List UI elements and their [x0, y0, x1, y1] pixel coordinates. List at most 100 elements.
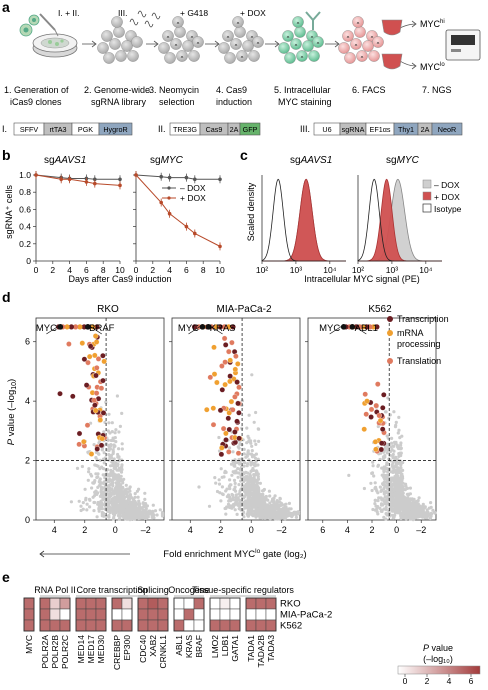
d-bg-point: [117, 483, 121, 487]
d-bg-point: [401, 481, 405, 485]
d-bg-point: [86, 478, 90, 482]
e-row-label: K562: [280, 621, 302, 632]
d-volcano-1: MIA-PaCa-2 MYC KRAS 4 2 0 –2: [169, 304, 301, 535]
d-bg-point: [108, 431, 112, 435]
e-heatmap-cell: [229, 608, 241, 621]
d-bg-point: [285, 514, 290, 518]
step-label: 5. Intracellular: [274, 85, 331, 95]
d-bg-point: [278, 497, 282, 501]
d-bg-point: [107, 480, 111, 484]
d-bg-point: [137, 499, 141, 503]
d-bg-point: [219, 467, 223, 471]
d-bg-point: [108, 447, 112, 451]
d-bg-point: [239, 465, 244, 470]
d-hit-point: [98, 385, 105, 391]
c-title-right: sgMYC: [386, 155, 420, 166]
b-point: [193, 231, 197, 236]
b-point: [218, 177, 222, 182]
b-plot-right: 0 2 4 6 8 10: [133, 171, 225, 275]
d-bg-point: [93, 500, 97, 505]
d-bg-point: [397, 493, 401, 497]
d-bg-point: [120, 411, 124, 415]
e-heatmap-cell: [245, 608, 257, 621]
d-bg-point: [235, 500, 239, 504]
d-hit-point: [81, 356, 88, 362]
e-heatmap-cell: [255, 619, 267, 632]
e-heatmap-cell: [121, 619, 133, 632]
d-bg-point: [118, 424, 122, 428]
d-bg-point: [391, 456, 395, 460]
d-bg-point: [410, 516, 414, 520]
d-bg-point: [160, 510, 165, 515]
d-bg-point: [399, 443, 403, 447]
d-bg-point: [389, 483, 393, 487]
d-hit-point: [84, 422, 91, 428]
d-hit-point: [378, 440, 385, 446]
d-bg-point: [100, 512, 104, 516]
d-ytick: 0: [25, 515, 30, 525]
construct-part-label: EF1αs: [370, 125, 391, 134]
d-hit-point: [88, 451, 95, 457]
d-bg-point: [397, 503, 401, 507]
e-col-label: CDC40: [138, 635, 148, 663]
construct-part-label: TRE3G: [173, 125, 197, 134]
cell: [308, 50, 320, 62]
d-bg-point: [284, 505, 288, 510]
d-bg-point: [231, 450, 235, 454]
e-colorbar-title: P value: [423, 643, 453, 653]
e-heatmap-cell: [39, 597, 51, 610]
d-bg-point: [407, 492, 411, 496]
d-bg-point: [248, 476, 252, 480]
b-point: [193, 177, 197, 182]
d-bg-point: [232, 478, 237, 482]
d-bg-point: [109, 471, 113, 475]
d-bg-point: [119, 468, 123, 473]
d-bg-point: [242, 501, 246, 505]
e-col-label: GATA1: [230, 635, 240, 662]
d-bg-point: [401, 484, 405, 488]
d-hit-point: [226, 348, 232, 355]
e-heatmap-cell: [183, 619, 195, 632]
d-bg-point: [116, 505, 121, 509]
flow-arrows: [82, 20, 417, 70]
d-bg-point: [141, 512, 145, 516]
d-bg-point: [133, 517, 137, 521]
step-label: 6. FACS: [352, 85, 386, 95]
d-bg-point: [99, 481, 103, 485]
d-hit-point: [210, 421, 217, 428]
d-bg-point: [406, 498, 410, 502]
d-bg-point: [257, 494, 261, 498]
d-bg-point: [235, 496, 239, 500]
d-title: K562: [368, 304, 392, 315]
d-hit-point: [236, 410, 242, 416]
d-bg-point: [236, 445, 240, 449]
construct-part-label: HygroR: [103, 125, 127, 134]
d-gene-label: ABL1: [355, 323, 378, 334]
d-bg-point: [134, 501, 138, 506]
d-bg-point: [401, 502, 405, 506]
construct-label: II.: [158, 124, 166, 134]
d-bg-point: [242, 447, 246, 451]
d-bg-point: [287, 507, 291, 511]
d-bg-point: [394, 420, 398, 424]
d-legend: Transcription mRNA processing Translatio…: [387, 314, 449, 366]
cell: [182, 40, 194, 52]
d-bg-point: [379, 489, 383, 493]
d-hit-point: [227, 373, 233, 379]
d-bg-point: [143, 491, 147, 495]
e-heatmap-cell: [23, 619, 35, 632]
b-point: [84, 180, 89, 184]
e-heatmap-cell: [39, 608, 51, 621]
d-bg-point: [410, 497, 414, 501]
d-xtick: 0: [249, 525, 254, 535]
d-hit-point: [76, 430, 83, 437]
e-heatmap-cell: [173, 608, 185, 621]
d-top-point: [230, 324, 236, 330]
d-bg-point: [128, 489, 132, 493]
d-bg-point: [369, 481, 373, 485]
d-bg-point: [387, 416, 391, 420]
d-bg-point: [421, 502, 425, 506]
b-xtick: 2: [50, 265, 55, 275]
b-xtick: 10: [115, 265, 125, 275]
c-xtick: 10³: [386, 265, 398, 275]
